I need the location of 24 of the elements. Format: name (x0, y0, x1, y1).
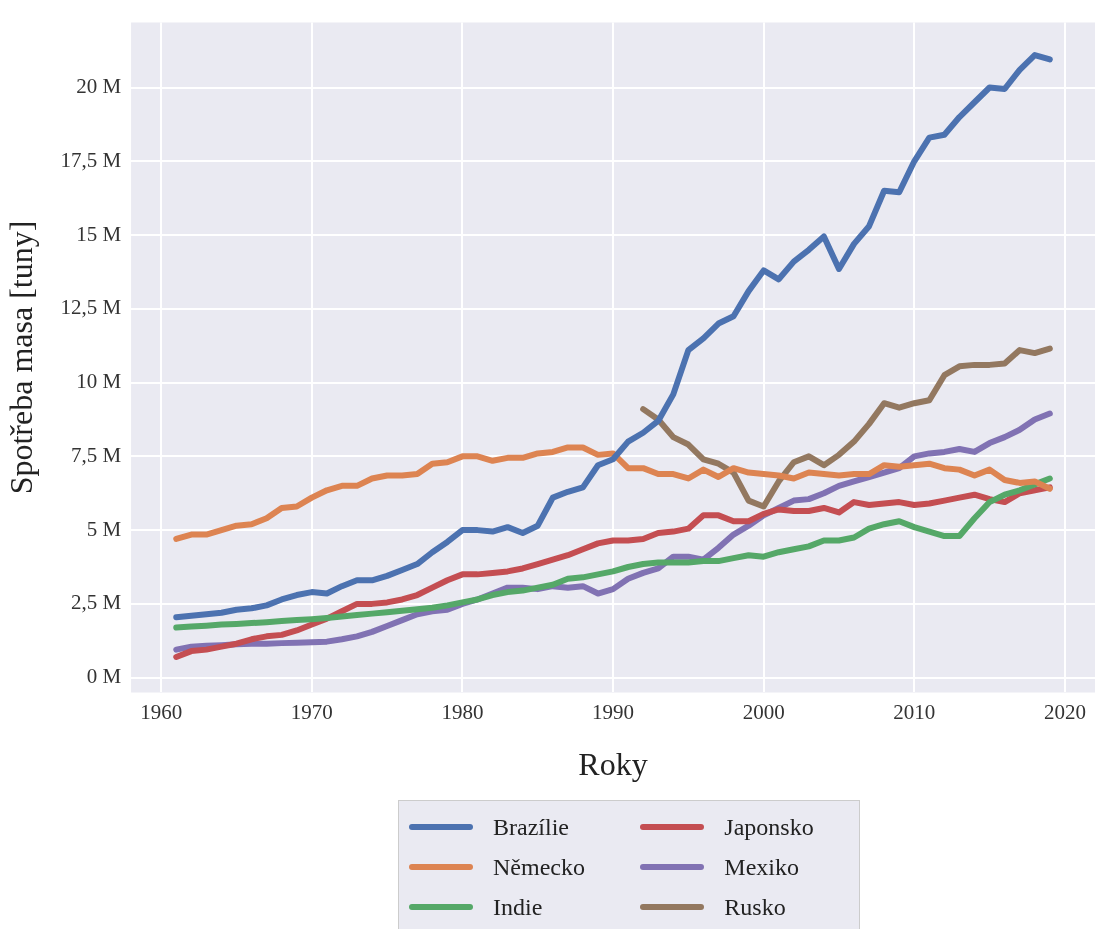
legend-label: Německo (493, 853, 585, 881)
x-tick-label: 2000 (742, 699, 785, 724)
y-tick-label: 2,5 M (70, 590, 122, 615)
x-tick-label: 1970 (290, 699, 333, 724)
x-axis-title: Roky (578, 746, 648, 783)
y-tick-label: 7,5 M (70, 442, 122, 467)
legend-label: Rusko (724, 893, 786, 921)
x-tick-label: 1980 (441, 699, 484, 724)
legend-label: Japonsko (724, 813, 814, 841)
y-tick-label: 0 M (86, 664, 122, 689)
legend-label: Indie (493, 893, 543, 921)
x-tick-label: 1990 (592, 699, 635, 724)
y-tick-label: 10 M (76, 369, 122, 394)
y-tick-label: 20 M (76, 74, 122, 99)
y-tick-label: 17,5 M (60, 147, 122, 172)
y-tick-label: 5 M (86, 516, 122, 541)
x-tick-label: 2010 (893, 699, 936, 724)
legend-label: Mexiko (724, 853, 799, 881)
x-tick-label: 1960 (140, 699, 183, 724)
y-tick-label: 15 M (76, 221, 122, 246)
y-tick-label: 12,5 M (60, 295, 122, 320)
legend-label: Brazílie (493, 813, 569, 841)
y-axis-title: Spotřeba masa [tuny] (2, 220, 39, 495)
x-tick-label: 2020 (1043, 699, 1086, 724)
